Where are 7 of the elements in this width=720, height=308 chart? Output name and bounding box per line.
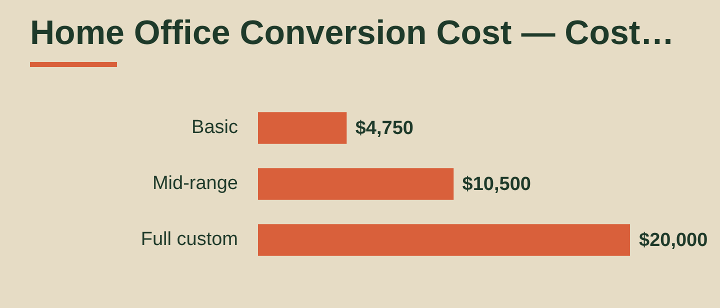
data-label: $20,000	[639, 230, 708, 252]
data-label: $4,750	[355, 118, 414, 140]
y-tick-label: Full custom	[140, 229, 238, 250]
data-label: $10,500	[462, 174, 531, 196]
y-tick-label: Mid-range	[152, 173, 238, 194]
chart-title: Home Office Conversion Cost — Cost…	[30, 14, 674, 53]
y-tick-label: Basic	[192, 117, 238, 138]
